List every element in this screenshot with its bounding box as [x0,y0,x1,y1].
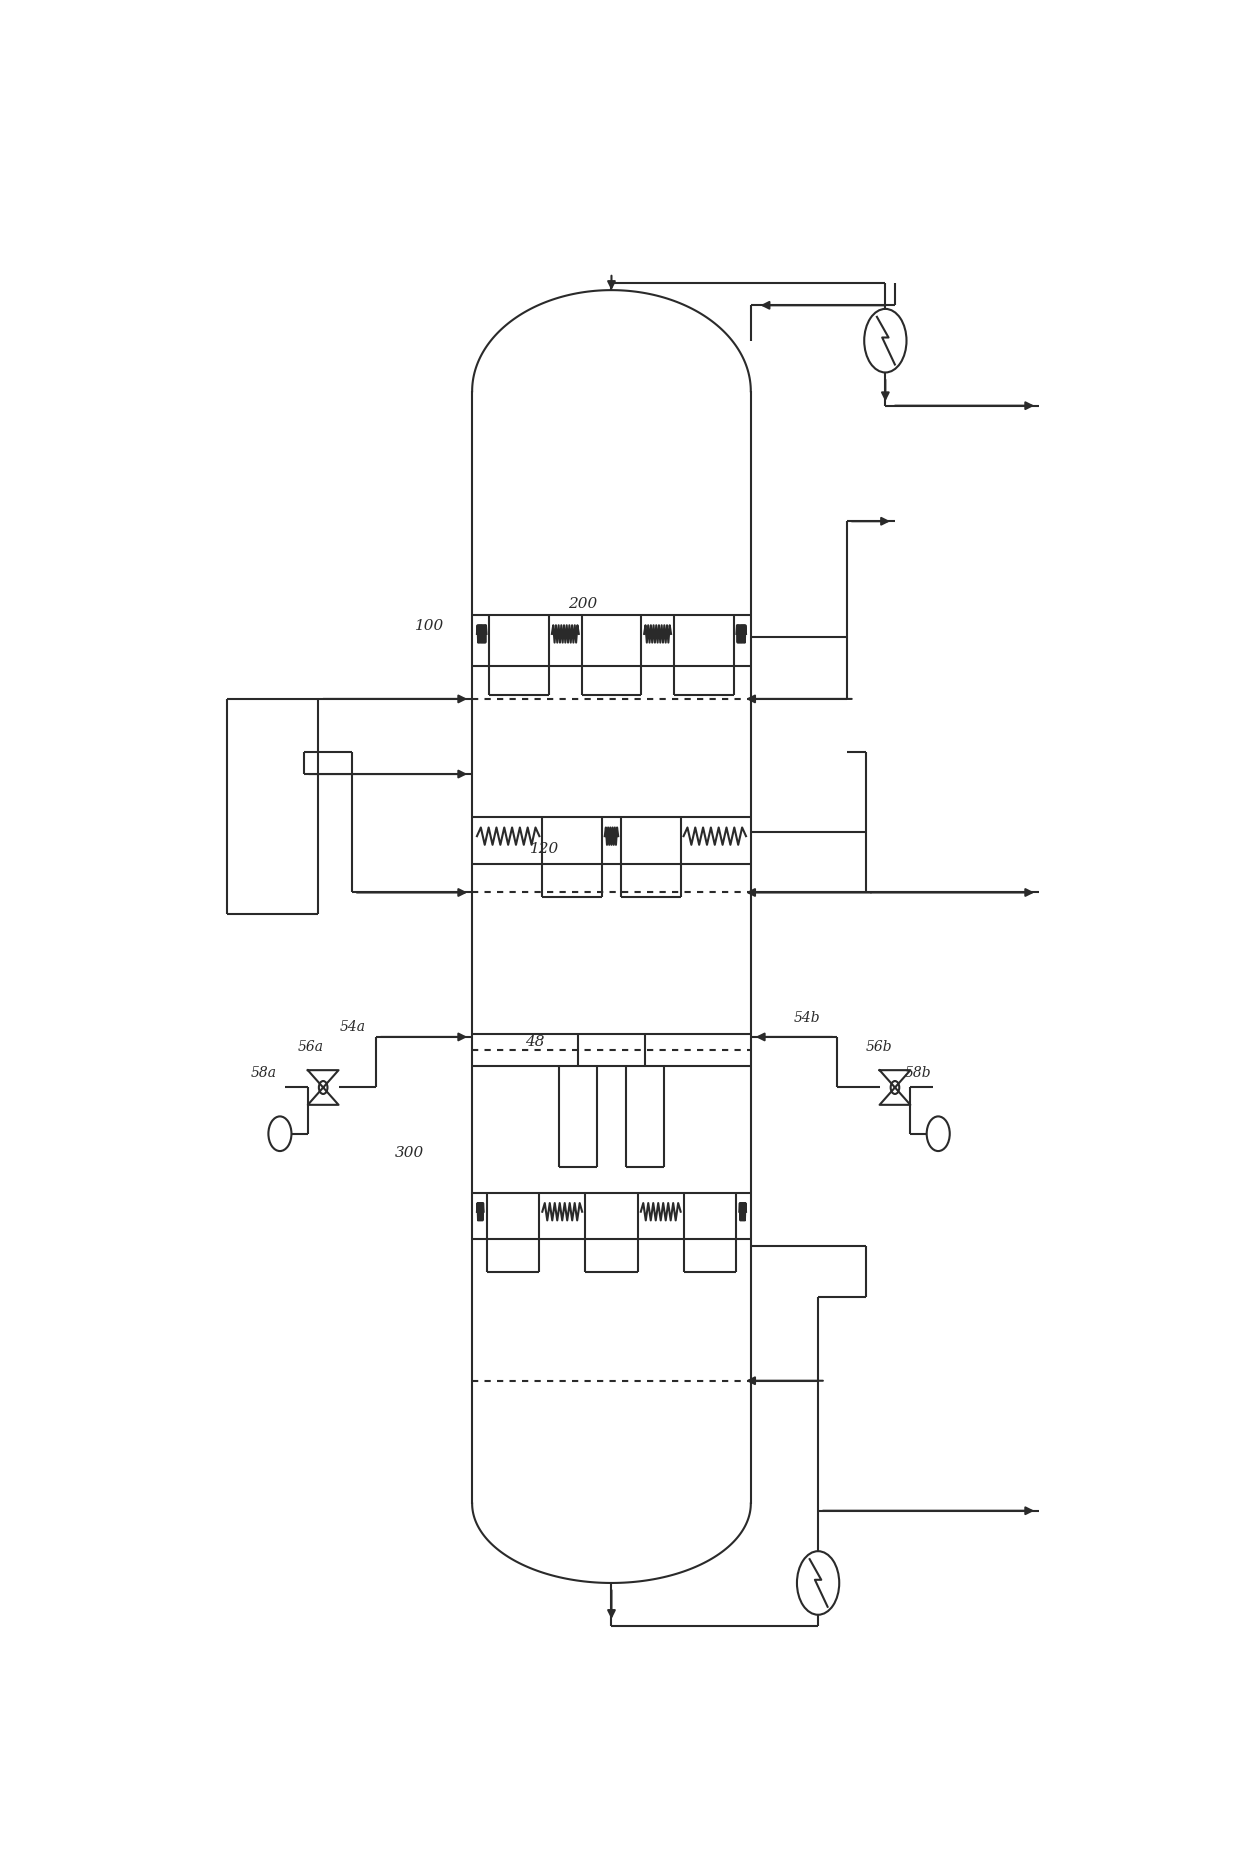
Text: 58b: 58b [905,1066,931,1081]
Text: 54a: 54a [340,1021,366,1034]
Text: 56b: 56b [866,1041,893,1054]
Text: 200: 200 [568,597,598,612]
Text: 54b: 54b [794,1011,821,1026]
Text: 58a: 58a [250,1066,277,1081]
Text: 100: 100 [414,619,444,632]
Text: 56a: 56a [298,1041,324,1054]
Text: 300: 300 [396,1146,424,1159]
Text: 120: 120 [529,842,559,857]
Text: 48: 48 [525,1034,544,1049]
